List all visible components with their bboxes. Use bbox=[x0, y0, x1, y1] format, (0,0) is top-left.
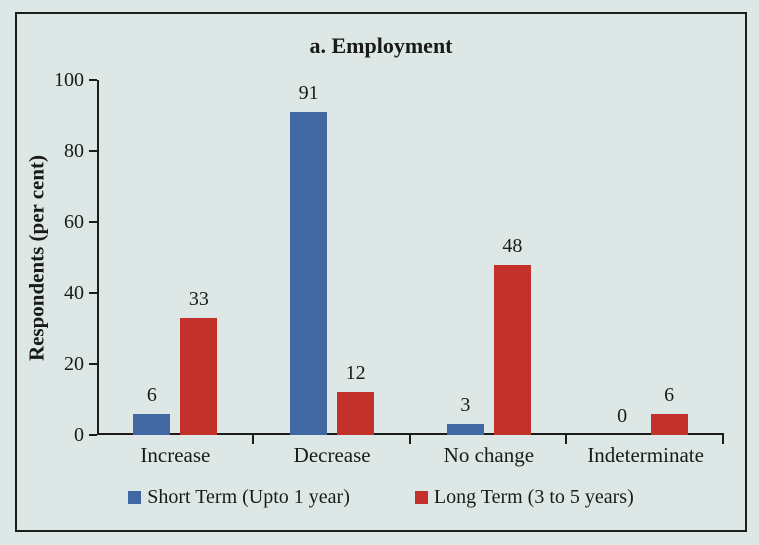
y-axis-title-box: Respondents (per cent) bbox=[21, 80, 53, 435]
bar-series1-decrease bbox=[337, 392, 375, 435]
y-tick-mark bbox=[89, 150, 97, 152]
legend-swatch-long-term-icon bbox=[414, 490, 428, 504]
bar-value-label: 0 bbox=[617, 405, 628, 427]
x-tick-mark bbox=[565, 435, 568, 444]
y-tick-mark bbox=[89, 292, 97, 294]
category-label: No change bbox=[443, 443, 535, 467]
y-tick-label: 100 bbox=[54, 69, 84, 91]
legend-label-short-term: Short Term (Upto 1 year) bbox=[147, 486, 350, 508]
y-tick-label: 0 bbox=[74, 424, 84, 446]
bar-series1-no-change bbox=[493, 265, 531, 435]
y-tick-label: 20 bbox=[64, 353, 84, 375]
legend-swatch-short-term-icon bbox=[128, 490, 142, 504]
x-tick-mark bbox=[722, 435, 724, 444]
legend: Short Term (Upto 1 year) Long Term (3 to… bbox=[17, 485, 745, 509]
x-tick-mark bbox=[251, 435, 254, 444]
bar-value-label: 91 bbox=[298, 82, 319, 104]
chart-frame: a. Employment Respondents (per cent) Sho… bbox=[15, 12, 747, 532]
plot-area bbox=[97, 80, 724, 435]
bar-series1-increase bbox=[180, 318, 218, 435]
legend-item-long-term: Long Term (3 to 5 years) bbox=[414, 485, 634, 509]
y-tick-label: 80 bbox=[64, 140, 84, 162]
y-tick-mark bbox=[89, 434, 97, 436]
bar-value-label: 48 bbox=[502, 235, 523, 257]
bar-value-label: 6 bbox=[146, 384, 157, 406]
bar-value-label: 3 bbox=[460, 394, 471, 416]
chart-title: a. Employment bbox=[309, 33, 453, 58]
legend-label-long-term: Long Term (3 to 5 years) bbox=[433, 486, 634, 508]
y-tick-label: 60 bbox=[64, 211, 84, 233]
legend-item-short-term: Short Term (Upto 1 year) bbox=[128, 485, 350, 509]
x-tick-mark bbox=[408, 435, 411, 444]
bar-series0-no-change bbox=[446, 424, 484, 435]
y-tick-mark bbox=[89, 221, 97, 223]
category-label: Indeterminate bbox=[587, 443, 704, 467]
bar-value-label: 6 bbox=[664, 384, 675, 406]
y-axis-title: Respondents (per cent) bbox=[24, 154, 49, 361]
bar-value-label: 33 bbox=[188, 288, 209, 310]
y-tick-label: 40 bbox=[64, 282, 84, 304]
bar-value-label: 12 bbox=[345, 362, 366, 384]
bar-series0-increase bbox=[133, 414, 171, 435]
category-label: Increase bbox=[140, 443, 211, 467]
y-tick-mark bbox=[89, 363, 97, 365]
bar-series0-decrease bbox=[290, 112, 328, 435]
category-label: Decrease bbox=[293, 443, 371, 467]
y-tick-mark bbox=[89, 79, 97, 81]
bar-series1-indeterminate bbox=[650, 414, 688, 435]
